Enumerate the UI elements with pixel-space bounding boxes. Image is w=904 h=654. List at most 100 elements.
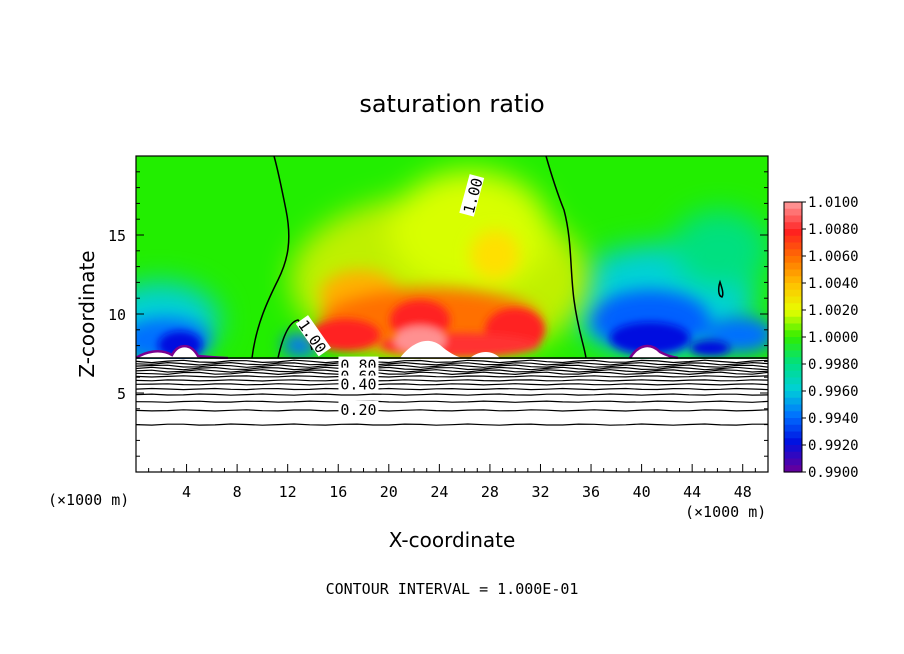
subsaturated-contour-line: [135, 375, 769, 378]
colorbar-swatch: [784, 418, 802, 426]
subsaturated-contour-line: [135, 379, 769, 382]
colorbar-label: 0.9920: [808, 438, 859, 454]
colorbar-swatch: [784, 397, 802, 406]
colorbar-label: 1.0040: [808, 276, 859, 292]
colorbar-swatch: [784, 445, 802, 453]
colorbar-swatch: [784, 377, 802, 385]
x-tick-label: 12: [279, 483, 297, 501]
colorbar-swatch: [784, 289, 802, 298]
colorbar-swatch: [784, 222, 802, 230]
colorbar-swatch: [784, 337, 802, 345]
x-tick-label: 20: [380, 483, 398, 501]
saturation-field: [136, 156, 768, 472]
x-tick-label: 44: [683, 483, 701, 501]
colorbar-label: 0.9960: [808, 384, 859, 400]
y-axis-title: Z-coordinate: [75, 250, 99, 377]
colorbar-swatch: [784, 316, 802, 325]
colorbar-swatch: [784, 411, 802, 419]
colorbar-swatch: [784, 384, 802, 392]
x-tick-label: 28: [481, 483, 499, 501]
colorbar-swatch: [784, 249, 802, 257]
colorbar-swatch: [784, 256, 802, 264]
x-unit-label-left: (×1000 m): [48, 491, 129, 509]
subsaturated-contour-line: [135, 359, 769, 364]
subsaturated-contour-line: [135, 387, 769, 391]
colorbar-swatch: [784, 458, 802, 466]
colorbar-swatch: [784, 276, 802, 284]
x-tick-label: 8: [233, 483, 242, 501]
colorbar-swatch: [784, 235, 802, 244]
subsaturated-contour-line: [135, 383, 769, 386]
contour-label: 0.40: [338, 375, 379, 394]
y-tick-label: 5: [117, 385, 126, 403]
colorbar-swatch: [784, 215, 802, 223]
subsaturated-contour-line: [135, 371, 769, 376]
colorbar-swatch: [784, 242, 802, 250]
contour-label-bg: [459, 174, 485, 217]
colorbar-swatch: [784, 323, 802, 331]
chart-title: saturation ratio: [359, 90, 544, 118]
colorbar-swatch: [784, 364, 802, 372]
colorbar-swatch: [784, 330, 802, 338]
x-tick-label: 32: [531, 483, 549, 501]
colorbar-swatch: [784, 391, 802, 399]
x-tick-label: 4: [182, 483, 191, 501]
colorbar-label: 1.0080: [808, 222, 859, 238]
colorbar-label: 1.0000: [808, 330, 859, 346]
colorbar-swatch: [784, 424, 802, 433]
contour-label: 0.20: [338, 400, 379, 419]
x-tick-label: 40: [633, 483, 651, 501]
subsaturated-contours: [135, 359, 769, 426]
subsaturated-contour-line: [135, 400, 769, 403]
colorbar-swatch: [784, 296, 802, 304]
subsaturated-contour-line: [135, 366, 769, 371]
colorbar-swatch: [784, 343, 802, 352]
colorbar-swatch: [784, 431, 802, 439]
contour-label-bg: [338, 375, 379, 391]
colorbar-swatch: [784, 202, 802, 210]
colorbar-label: 0.9940: [808, 411, 859, 427]
x-tick-label: 16: [329, 483, 347, 501]
colorbar-swatch: [784, 229, 802, 237]
subsaturated-contour-line: [135, 409, 769, 412]
colorbar-swatch: [784, 357, 802, 365]
colorbar-label: 1.0020: [808, 303, 859, 319]
colorbar-swatch: [784, 310, 802, 318]
y-axis: 5 10 15: [108, 171, 768, 457]
colorbar-swatch: [784, 404, 802, 412]
y-tick-label: 15: [108, 227, 126, 245]
x-axis: 4 8 12 16 20 24 28 32 36 40 44 48: [148, 464, 756, 501]
contour-interval-note: CONTOUR INTERVAL = 1.000E-01: [326, 580, 579, 598]
subsaturated-contour-line: [135, 393, 769, 396]
subsaturated-contour-line: [135, 423, 768, 426]
colorbar-swatch: [784, 370, 802, 379]
contour-labels: 1.001.000.800.600.400.20: [294, 174, 487, 419]
colorbar: 1.0100 1.0080 1.0060 1.0040 1.0020 1.0000 0.99…: [783, 195, 859, 481]
colorbar-swatch: [784, 208, 802, 217]
x-axis-title: X-coordinate: [389, 528, 516, 552]
colorbar-swatch: [784, 451, 802, 460]
contour-label-bg: [295, 315, 331, 357]
colorbar-swatch: [784, 465, 802, 473]
x-tick-label: 36: [582, 483, 600, 501]
y-tick-label: 10: [108, 306, 126, 324]
x-unit-label-right: (×1000 m): [685, 503, 766, 521]
colorbar-swatch: [784, 350, 802, 358]
contour-label-text: 0.40: [340, 376, 376, 394]
colorbar-label: 0.9900: [808, 465, 859, 481]
x-tick-label: 24: [430, 483, 448, 501]
colorbar-label: 1.0060: [808, 249, 859, 265]
colorbar-label: 1.0100: [808, 195, 859, 211]
x-tick-label: 48: [734, 483, 752, 501]
colorbar-swatch: [784, 438, 802, 446]
colorbar-swatch: [784, 283, 802, 291]
colorbar-swatch: [784, 262, 802, 271]
contour-label-bg: [338, 400, 379, 416]
colorbar-label: 0.9980: [808, 357, 859, 373]
subsaturated-contour-line: [135, 361, 769, 366]
contour-label-text: 0.20: [340, 401, 376, 419]
colorbar-swatch: [784, 269, 802, 277]
subsaturated-contour-line: [135, 369, 769, 373]
subsaturated-contour-line: [135, 364, 769, 368]
